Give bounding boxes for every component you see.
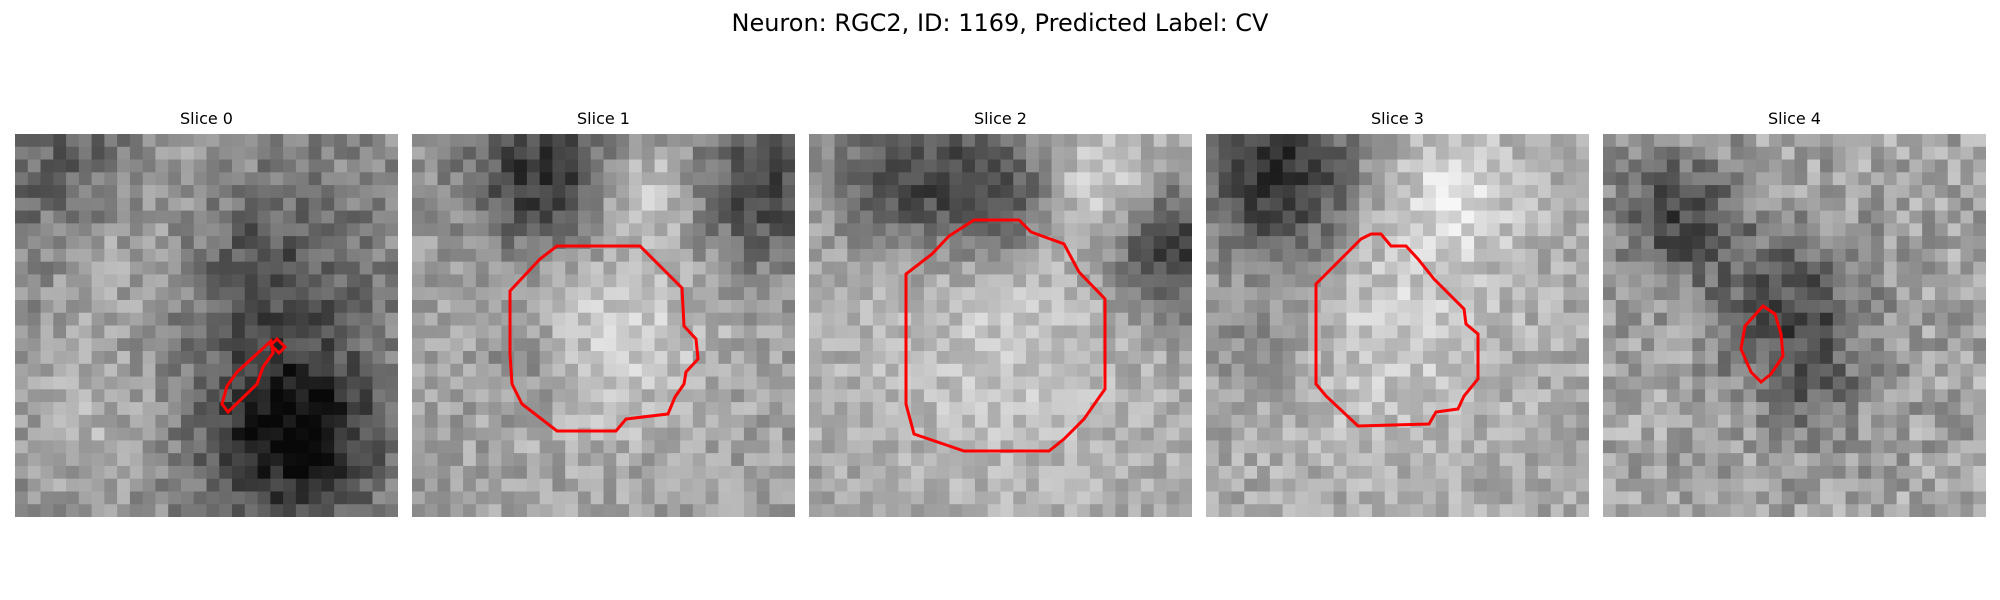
figure-title: Neuron: RGC2, ID: 1169, Predicted Label:…: [731, 9, 1269, 37]
segmentation-contour: [1314, 232, 1480, 428]
slice-title: Slice 0: [180, 109, 233, 128]
slice-title: Slice 4: [1768, 109, 1821, 128]
segmentation-contour: [1739, 304, 1785, 385]
segmentation-contour: [904, 218, 1107, 453]
segmentation-contour: [268, 336, 288, 356]
slice-image-2: [809, 134, 1192, 517]
slice-title: Slice 1: [577, 109, 630, 128]
slice-image-0: [15, 134, 398, 517]
slice-image-4: [1603, 134, 1986, 517]
grayscale-tile-grid: [809, 134, 1192, 517]
slice-image-1: [412, 134, 795, 517]
grayscale-tile-grid: [1206, 134, 1589, 517]
slice-title: Slice 3: [1371, 109, 1424, 128]
grayscale-tile-grid: [15, 134, 398, 517]
slice-image-3: [1206, 134, 1589, 517]
grayscale-tile-grid: [1603, 134, 1986, 517]
slice-title: Slice 2: [974, 109, 1027, 128]
grayscale-tile-grid: [412, 134, 795, 517]
segmentation-contour: [508, 244, 700, 433]
